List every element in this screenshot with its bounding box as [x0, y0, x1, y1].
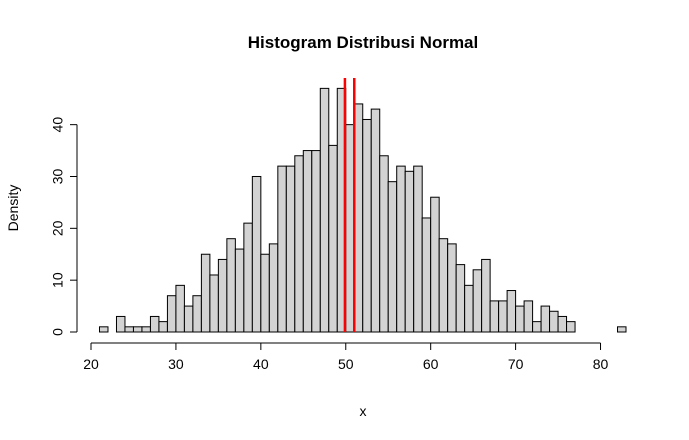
histogram-bar [311, 150, 321, 333]
histogram-bar [217, 258, 228, 333]
histogram-bar [523, 300, 534, 333]
histogram-bar [268, 243, 279, 333]
histogram-bar [328, 144, 338, 333]
histogram-bar [251, 175, 262, 333]
histogram-bar [200, 253, 211, 333]
histogram-bar [158, 321, 168, 333]
y-axis-label: Density [5, 185, 21, 232]
histogram-bar [438, 238, 449, 333]
histogram-bar [566, 321, 576, 333]
x-tick-label: 60 [423, 356, 439, 372]
histogram-bar [166, 295, 177, 333]
histogram-bar [498, 300, 508, 333]
x-tick-label: 30 [168, 356, 184, 372]
histogram-bar [379, 155, 389, 333]
histogram-bar [115, 315, 126, 333]
histogram-bar [98, 326, 109, 333]
histogram-bar [549, 310, 559, 333]
y-tick-label: 40 [50, 117, 66, 133]
histogram-bar [557, 315, 568, 333]
histogram-bar [617, 326, 627, 333]
histogram-bar [353, 103, 364, 333]
x-axis-label: x [360, 403, 367, 419]
histogram-bar [489, 300, 500, 333]
x-tick-label: 50 [338, 356, 354, 372]
y-tick-label: 0 [50, 328, 66, 336]
histogram-bar [413, 165, 423, 333]
histogram-bar [183, 305, 194, 333]
histogram-bar [404, 170, 415, 333]
histogram-bar [430, 196, 440, 333]
y-tick-label: 20 [50, 220, 66, 236]
histogram-bar [226, 238, 236, 333]
histogram-bar [515, 305, 525, 333]
histogram-bar [319, 87, 330, 333]
histogram-bar [285, 165, 296, 333]
histogram-bar [362, 118, 372, 333]
histogram-bar [124, 326, 134, 333]
histogram-bar [234, 248, 245, 333]
histogram-bar [455, 264, 466, 333]
histogram-bar [302, 150, 313, 333]
reference-lines [343, 78, 356, 332]
histogram-bar [540, 305, 551, 333]
histogram-bar [149, 315, 160, 333]
y-tick-label: 10 [50, 272, 66, 288]
histogram-bar [345, 124, 355, 333]
x-tick-label: 80 [593, 356, 609, 372]
y-axis: 0 10 20 30 40 [50, 117, 78, 336]
histogram-bar [192, 295, 202, 333]
histogram-bar [472, 269, 483, 333]
histogram-bar [294, 155, 304, 333]
chart-title: Histogram Distribusi Normal [248, 33, 479, 52]
histogram-bar [532, 321, 542, 333]
histogram-bar [243, 222, 253, 333]
histogram-bar [260, 253, 270, 333]
histogram-bar [370, 108, 381, 333]
histogram-bar [132, 326, 143, 333]
x-axis: 20 30 40 50 60 70 80 [83, 342, 609, 372]
histogram-bar [141, 326, 151, 333]
x-tick-label: 70 [508, 356, 524, 372]
histogram-bar [277, 165, 287, 333]
histogram-bar [175, 284, 185, 333]
histogram-bar [506, 290, 517, 333]
histogram-bar [209, 274, 219, 333]
histogram-bar [447, 243, 457, 333]
histogram-bar [396, 165, 406, 333]
histogram-bar [464, 284, 474, 333]
y-tick-label: 30 [50, 168, 66, 184]
bars-layer [98, 87, 627, 333]
histogram-bar [421, 217, 432, 333]
histogram-bar [387, 181, 398, 333]
x-tick-label: 40 [253, 356, 269, 372]
histogram-bar [481, 258, 491, 333]
x-tick-label: 20 [83, 356, 99, 372]
